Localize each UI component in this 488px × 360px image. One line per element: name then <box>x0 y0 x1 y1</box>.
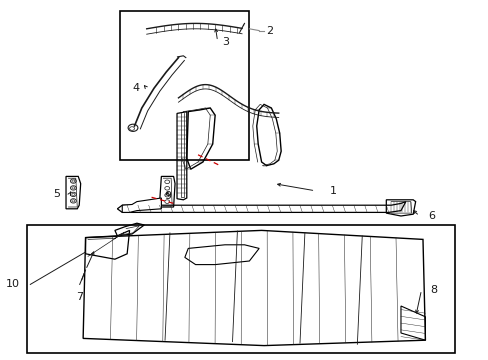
Text: 1: 1 <box>329 186 336 196</box>
Text: 8: 8 <box>429 285 437 295</box>
Polygon shape <box>122 198 161 212</box>
Bar <box>120 11 249 160</box>
Text: 9: 9 <box>163 191 171 201</box>
Text: 4: 4 <box>132 83 139 93</box>
Text: 10: 10 <box>5 279 20 289</box>
Text: 6: 6 <box>427 211 434 221</box>
Text: 3: 3 <box>222 37 229 47</box>
Text: 5: 5 <box>53 189 60 199</box>
Bar <box>27 225 454 353</box>
Text: 2: 2 <box>266 26 273 36</box>
Text: 7: 7 <box>76 292 83 302</box>
